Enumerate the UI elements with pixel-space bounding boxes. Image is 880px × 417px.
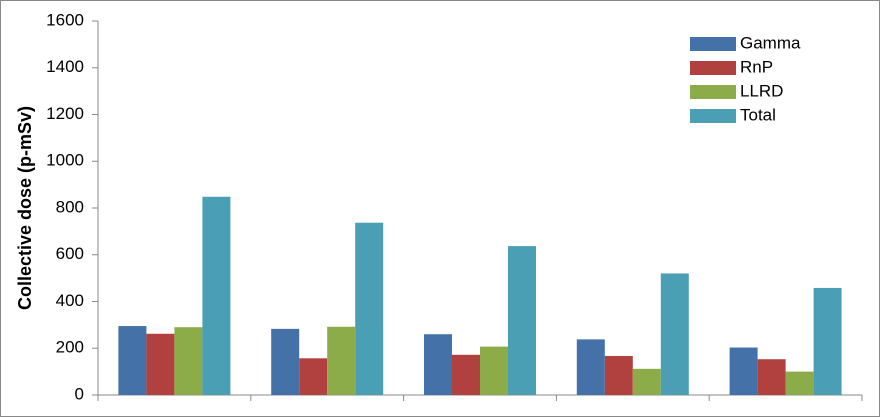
legend-label: LLRD [740,81,783,100]
y-tick-label: 1000 [46,151,84,170]
bar [813,287,842,395]
bar [508,246,536,395]
bar [424,334,452,395]
y-tick-label: 1600 [46,10,84,29]
legend-swatch [690,37,736,51]
y-tick-label: 1400 [46,57,84,76]
bar [729,347,758,395]
y-tick-label: 800 [56,197,84,216]
bar [355,222,384,395]
bar [271,328,300,395]
y-axis-label: Collective dose (p-mSv) [15,106,35,310]
y-tick-label: 200 [56,338,84,357]
legend-swatch [690,85,736,99]
bar [757,359,786,395]
y-tick-label: 1200 [46,104,84,123]
bar [146,333,175,395]
bar [452,354,480,395]
bar [327,326,356,395]
legend-label: Total [740,105,776,124]
legend-label: RnP [740,57,773,76]
y-tick-label: 0 [75,384,84,403]
legend-swatch [690,109,736,123]
bar [785,371,814,395]
bar [632,368,661,395]
bar [174,327,203,395]
bar [299,358,328,395]
y-tick-label: 400 [56,291,84,310]
bar [660,273,689,395]
bar [604,355,633,395]
bar [480,346,508,395]
legend-swatch [690,61,736,75]
bar [118,326,147,395]
bar [202,196,231,395]
y-tick-label: 600 [56,244,84,263]
legend-label: Gamma [740,33,801,52]
bar [576,339,605,395]
